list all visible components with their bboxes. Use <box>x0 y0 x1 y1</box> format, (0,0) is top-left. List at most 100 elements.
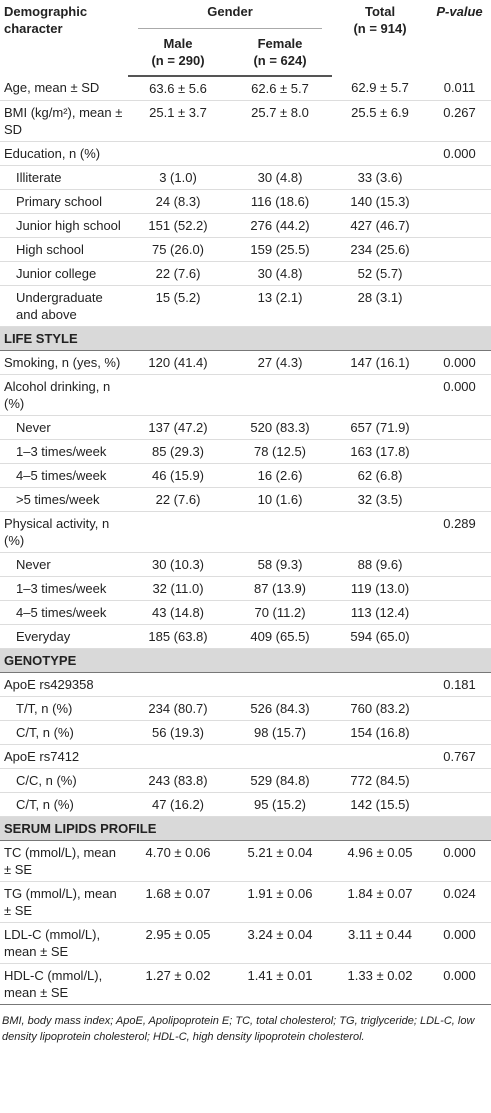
cell: 25.1 ± 3.7 <box>128 100 228 142</box>
row-label: Junior college <box>0 261 128 286</box>
row-label: Alcohol drinking, n (%) <box>0 374 128 416</box>
row-label: HDL-C (mmol/L), mean ± SE <box>0 963 128 1005</box>
table-row: 1–3 times/week 85 (29.3) 78 (12.5) 163 (17.… <box>0 439 491 464</box>
cell: 47 (16.2) <box>128 792 228 817</box>
cell: 3.24 ± 0.04 <box>228 922 333 964</box>
row-label: C/C, n (%) <box>0 768 128 793</box>
cell: 234 (80.7) <box>128 696 228 721</box>
cell: 0.011 <box>428 76 491 101</box>
row-label: Smoking, n (yes, %) <box>0 350 128 375</box>
cell: 594 (65.0) <box>332 624 429 649</box>
row-label: 1–3 times/week <box>0 439 128 464</box>
empty-cell <box>428 165 491 190</box>
section-title: LIFE STYLE <box>0 326 491 351</box>
cell: 0.000 <box>428 963 491 1005</box>
row-label: BMI (kg/m²), mean ± SD <box>0 100 128 142</box>
header-cell: Male (n = 290) <box>128 32 228 77</box>
footnote: BMI, body mass index; ApoE, Apolipoprote… <box>2 1015 475 1043</box>
cell: 62.6 ± 5.7 <box>228 76 333 101</box>
table-row: HDL-C (mmol/L), mean ± SE 1.27 ± 0.02 1.41… <box>0 963 491 1005</box>
section-title: SERUM LIPIDS PROFILE <box>0 816 491 841</box>
row-label: Age, mean ± SD <box>0 76 128 101</box>
row-label: T/T, n (%) <box>0 696 128 721</box>
cell: 163 (17.8) <box>332 439 429 464</box>
row-label: Everyday <box>0 624 128 649</box>
cell: 32 (11.0) <box>128 576 228 601</box>
table-row: Primary school 24 (8.3) 116 (18.6) 140 (15.… <box>0 189 491 214</box>
table-row: Physical activity, n (%) 0.289 <box>0 511 491 553</box>
cell: 147 (16.1) <box>332 350 429 375</box>
cell: 1.84 ± 0.07 <box>332 881 429 923</box>
cell: 1.91 ± 0.06 <box>228 881 333 923</box>
cell: 85 (29.3) <box>128 439 228 464</box>
cell: 154 (16.8) <box>332 720 429 745</box>
cell: 1.41 ± 0.01 <box>228 963 333 1005</box>
cell: 657 (71.9) <box>332 415 429 440</box>
empty-cell <box>128 141 228 166</box>
cell: 760 (83.2) <box>332 696 429 721</box>
header-text: (n = 914) <box>353 21 407 36</box>
cell: 27 (4.3) <box>228 350 333 375</box>
empty-cell <box>228 672 333 697</box>
cell: 1.27 ± 0.02 <box>128 963 228 1005</box>
cell: 22 (7.6) <box>128 261 228 286</box>
cell: 98 (15.7) <box>228 720 333 745</box>
empty-cell <box>332 672 429 697</box>
table-row: Never 30 (10.3) 58 (9.3) 88 (9.6) <box>0 552 491 577</box>
cell: 159 (25.5) <box>228 237 333 262</box>
table-row: ApoE rs7412 0.767 <box>0 744 491 769</box>
row-label: LDL-C (mmol/L), mean ± SE <box>0 922 128 964</box>
table-row: Junior high school 151 (52.2) 276 (44.2) 42… <box>0 213 491 238</box>
row-label: TG (mmol/L), mean ± SE <box>0 881 128 923</box>
data-table: Demographic character Gender Total (n = 9… <box>0 4 491 1005</box>
empty-cell <box>428 237 491 262</box>
cell: 28 (3.1) <box>332 285 429 327</box>
empty-cell <box>228 374 333 416</box>
section-title: GENOTYPE <box>0 648 491 673</box>
empty-cell <box>428 439 491 464</box>
table-row: 4–5 times/week 46 (15.9) 16 (2.6) 62 (6.8) <box>0 463 491 488</box>
table-row: Illiterate 3 (1.0) 30 (4.8) 33 (3.6) <box>0 165 491 190</box>
empty-cell <box>128 744 228 769</box>
table-row: Age, mean ± SD 63.6 ± 5.6 62.6 ± 5.7 62.9 ±… <box>0 76 491 101</box>
row-label: Undergraduate and above <box>0 285 128 327</box>
row-label: Illiterate <box>0 165 128 190</box>
table-body: Age, mean ± SD 63.6 ± 5.6 62.6 ± 5.7 62.9 ±… <box>0 76 491 1005</box>
table-row: ApoE rs429358 0.181 <box>0 672 491 697</box>
cell: 185 (63.8) <box>128 624 228 649</box>
table-row: Junior college 22 (7.6) 30 (4.8) 52 (5.7) <box>0 261 491 286</box>
empty-cell <box>428 189 491 214</box>
cell: 276 (44.2) <box>228 213 333 238</box>
section-row: LIFE STYLE <box>0 326 491 351</box>
cell: 30 (4.8) <box>228 261 333 286</box>
empty-cell <box>428 552 491 577</box>
cell: 78 (12.5) <box>228 439 333 464</box>
cell: 113 (12.4) <box>332 600 429 625</box>
cell: 0.767 <box>428 744 491 769</box>
empty-cell <box>428 463 491 488</box>
empty-cell <box>428 487 491 512</box>
row-label: C/T, n (%) <box>0 720 128 745</box>
empty-cell <box>128 511 228 553</box>
cell: 243 (83.8) <box>128 768 228 793</box>
row-label: 4–5 times/week <box>0 463 128 488</box>
cell: 151 (52.2) <box>128 213 228 238</box>
cell: 88 (9.6) <box>332 552 429 577</box>
table-row: Never 137 (47.2) 520 (83.3) 657 (71.9) <box>0 415 491 440</box>
cell: 427 (46.7) <box>332 213 429 238</box>
table-row: C/C, n (%) 243 (83.8) 529 (84.8) 772 (84.5) <box>0 768 491 793</box>
cell: 3 (1.0) <box>128 165 228 190</box>
cell: 0.000 <box>428 141 491 166</box>
empty-cell <box>332 511 429 553</box>
empty-cell <box>428 768 491 793</box>
cell: 142 (15.5) <box>332 792 429 817</box>
cell: 24 (8.3) <box>128 189 228 214</box>
cell: 520 (83.3) <box>228 415 333 440</box>
cell: 0.289 <box>428 511 491 553</box>
row-label: Never <box>0 552 128 577</box>
cell: 120 (41.4) <box>128 350 228 375</box>
cell: 43 (14.8) <box>128 600 228 625</box>
cell: 30 (4.8) <box>228 165 333 190</box>
cell: 32 (3.5) <box>332 487 429 512</box>
